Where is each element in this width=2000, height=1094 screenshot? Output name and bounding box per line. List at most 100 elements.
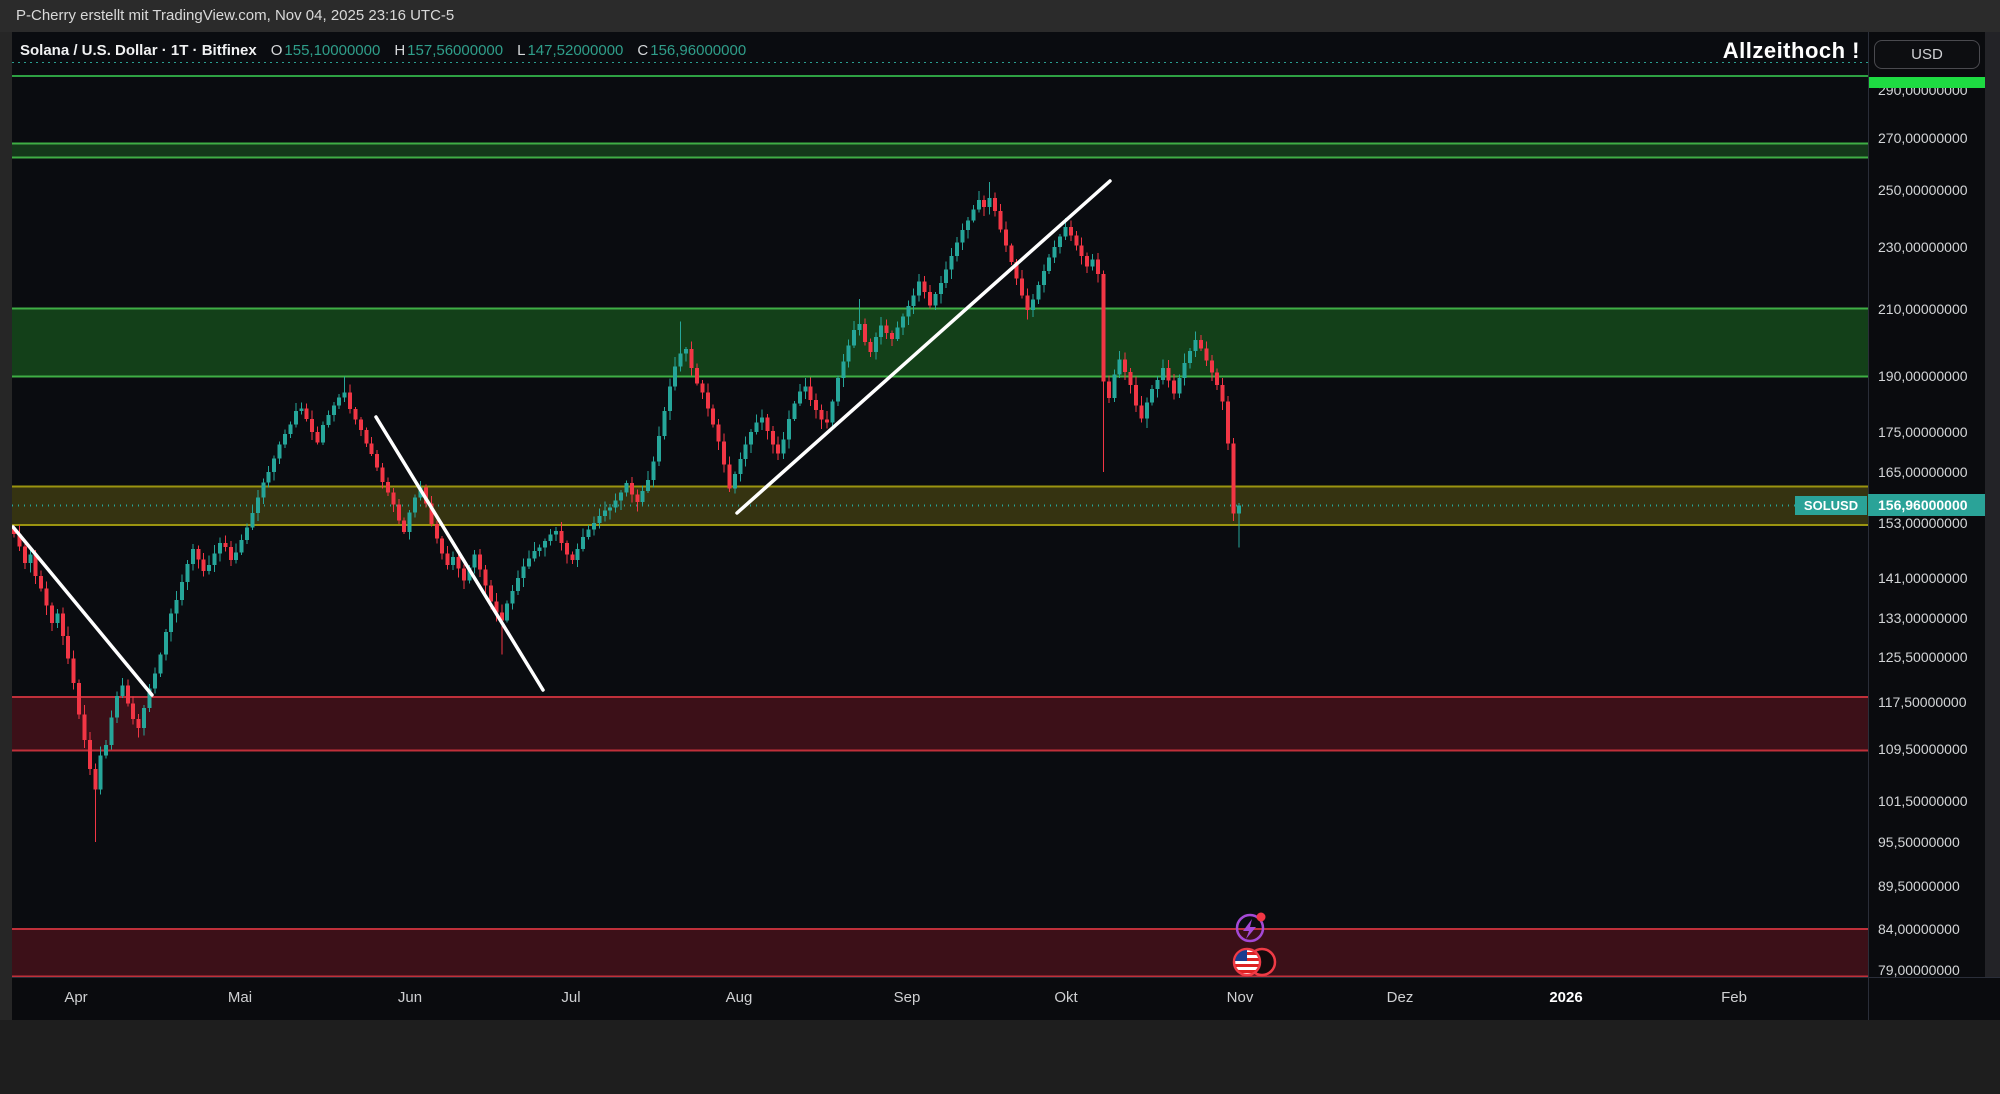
time-axis-label-mai: Mai [227,989,253,1006]
candle [1058,236,1063,247]
candle [906,305,911,317]
candle [765,417,770,432]
candle [434,523,439,539]
candle [532,550,537,559]
candle [543,540,548,548]
ohlc-values: O 155,10000000 H 157,56000000 L 147,52000000 C… [271,42,746,59]
flash-event-icon[interactable] [1235,912,1266,943]
candle [234,552,239,561]
candle [71,658,76,683]
candle [223,543,228,548]
candle [727,464,732,489]
currency-usd-button[interactable]: USD [1874,40,1980,69]
candle [1003,229,1008,246]
candle [998,211,1003,230]
candle [55,613,60,623]
price-axis-label: 109,50000000 [1878,741,1968,758]
candle [299,408,304,411]
candle [1068,227,1073,236]
up-trendline-aug-sep[interactable] [735,179,1112,515]
candle [749,431,754,445]
symbol-title[interactable]: Solana / U.S. Dollar · 1T · Bitfinex [20,41,257,59]
candle [965,220,970,231]
candle [510,590,515,604]
candle [488,585,493,602]
candle [467,567,472,581]
candle [1014,261,1019,279]
candle [1150,388,1155,403]
candle [656,435,661,462]
candle [505,603,510,621]
candle [1209,360,1214,373]
candle [1220,385,1225,402]
candle [391,492,396,505]
candle [586,529,591,538]
candle [1117,359,1122,375]
right-edge-strip [1985,32,2000,1020]
price-axis-label: 117,50000000 [1878,693,1967,710]
candle [694,367,699,384]
candle [554,530,558,535]
time-axis[interactable] [12,977,2000,1020]
candle [228,547,233,561]
candle [852,329,857,346]
candle [385,482,390,493]
footer-bar: TradingView [0,1020,2000,1094]
candle [310,418,315,432]
candle [212,553,217,565]
candle [451,556,456,565]
candle [1085,255,1090,267]
time-axis-label-aug: Aug [725,989,753,1006]
candle [304,408,309,419]
down-trendline-april[interactable] [12,525,154,697]
candle [326,414,331,426]
ohlc-o: O 155,10000000 [270,41,381,59]
candle [938,283,943,295]
us-flag-event-icon[interactable] [1232,947,1277,977]
candle [93,768,98,790]
candle [1020,278,1025,296]
candle [635,494,640,502]
candle [678,353,683,367]
candle [846,345,851,362]
candle [922,281,927,292]
candle [640,490,645,502]
candle [526,558,531,567]
chart-canvas[interactable] [12,32,1868,977]
candle [456,556,461,569]
time-axis-label-apr: Apr [64,989,88,1006]
candle [353,409,358,420]
time-axis-label-sep: Sep [893,989,921,1006]
down-trendline-june[interactable] [374,415,545,692]
candle [315,431,320,443]
symbol-price-label[interactable]: SOLUSD [1795,496,1867,515]
candle [895,327,900,339]
candle [944,269,949,284]
candle [190,549,195,564]
candle [402,520,407,532]
supply-zone-ath [12,143,1868,158]
candle [684,349,689,354]
candle [976,200,981,210]
current-price-tag: 156,96000000 [1868,494,1985,516]
candle [776,444,781,454]
candle [949,255,954,270]
candle [109,717,114,746]
ath-annotation: Allzeithoch ! [1722,38,1860,63]
candle [174,600,179,614]
green-level-axis-bar [1869,77,1985,88]
candle [1063,227,1068,237]
candle [380,467,385,483]
candle [911,295,916,306]
candle [803,386,808,392]
price-axis[interactable] [1868,32,1985,1020]
candle [1025,295,1030,311]
candle [1139,405,1144,419]
candle [1036,284,1041,300]
chart-background [12,32,1868,977]
candle [337,397,342,406]
candle [624,482,629,493]
candle [1079,245,1084,256]
candle [429,503,434,524]
candle [201,559,206,572]
